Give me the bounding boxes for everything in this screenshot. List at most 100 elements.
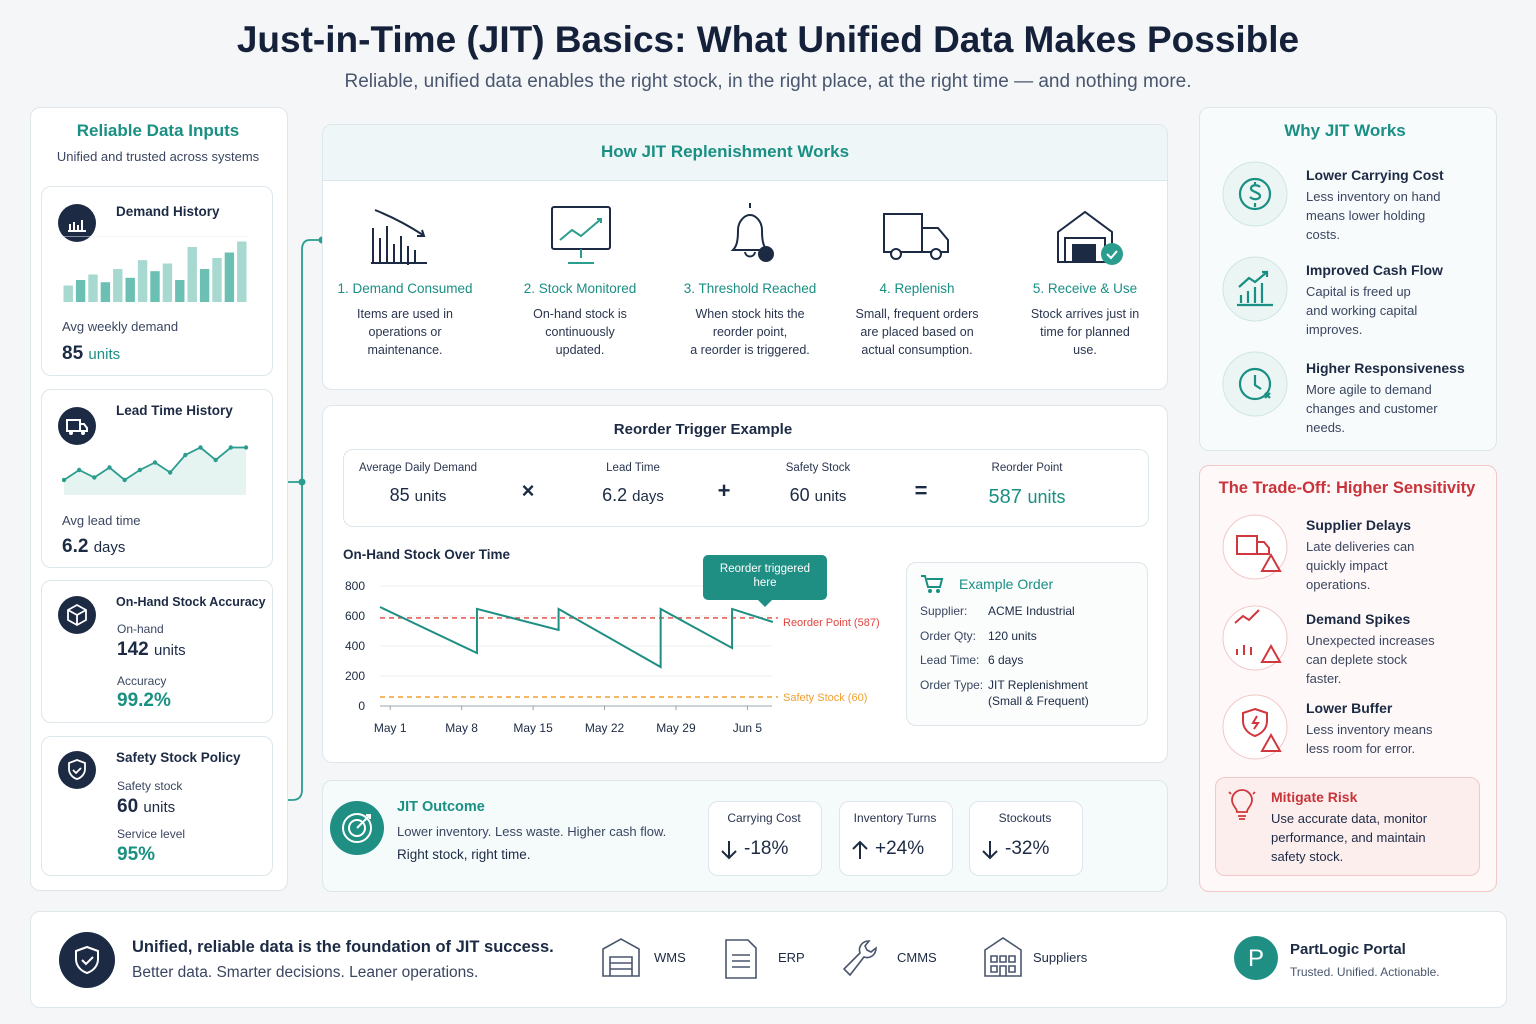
panel-header (323, 125, 1167, 181)
bar (199, 269, 210, 302)
order-value: ACME Industrial (988, 604, 1075, 618)
term-value: 6.2 days (602, 485, 664, 507)
order-value: JIT Replenishment (988, 677, 1088, 692)
order-label: Lead Time: (920, 653, 980, 667)
why-icons (1222, 161, 1288, 417)
unit: days (93, 539, 126, 556)
item-desc: Less inventory on hand (1306, 189, 1441, 204)
order-box (906, 562, 1148, 726)
heading: Reliable Data Inputs (76, 121, 240, 140)
formula (343, 449, 1149, 527)
term-unit: units (1027, 487, 1066, 507)
label: Safety stock (117, 779, 183, 793)
number: 6.2 (62, 536, 89, 557)
annotation-pointer (757, 599, 773, 607)
item-desc: Less inventory means (1306, 722, 1433, 737)
footer-subtitle: Better data. Smarter decisions. Leaner o… (132, 964, 479, 981)
label: Accuracy (117, 674, 167, 688)
metric-label: Stockouts (998, 811, 1052, 825)
unit: units (143, 799, 176, 816)
metric-box (969, 801, 1083, 876)
bar (162, 263, 173, 302)
outcome-title: JIT Outcome (397, 799, 485, 815)
card-title: On-Hand Stock Accuracy (116, 595, 266, 609)
item-desc: changes and customer (1306, 401, 1438, 416)
item-title: Improved Cash Flow (1306, 262, 1443, 278)
stock-chart: 0 200 400 600 800 May 1 May 8 May 15 May 22 May 2… (345, 579, 880, 735)
arrow (982, 841, 998, 860)
system-label: CMMS (897, 950, 937, 965)
bar (113, 269, 123, 302)
point (167, 470, 173, 475)
value: 85 units (62, 343, 120, 366)
step-title: 1. Demand Consumed (337, 281, 473, 296)
heading: How JIT Replenishment Works (600, 142, 850, 161)
area (64, 447, 246, 495)
reference-label: Reorder Point (587) (783, 617, 880, 629)
annotation: Reorder triggered here (703, 555, 827, 600)
order-value: 6 days (988, 653, 1024, 667)
unit: units (153, 642, 186, 659)
item-title: Higher Responsiveness (1306, 360, 1465, 376)
portal-tagline: Trusted. Unified. Actionable. (1290, 965, 1440, 979)
value: 6.2 days (62, 536, 125, 559)
point (243, 445, 248, 450)
metric-arrow (721, 841, 737, 860)
term-label: Average Daily Demand (358, 462, 478, 474)
lead-chart (62, 445, 248, 495)
metric-box (839, 801, 953, 876)
item-title: Supplier Delays (1306, 517, 1412, 533)
bar (137, 260, 148, 302)
step-icons (371, 203, 1123, 265)
point (198, 445, 203, 450)
label: Avg weekly demand (62, 319, 179, 334)
mitigate-box (1215, 777, 1480, 876)
operator: × (521, 478, 535, 503)
item-desc: Capital is freed up (1306, 284, 1411, 299)
arrow (721, 841, 737, 860)
portal-logo: P (1234, 936, 1278, 980)
step-desc: reorder point, (712, 325, 788, 339)
step-desc: maintenance. (367, 343, 443, 357)
metric-arrow (852, 840, 868, 859)
point (137, 467, 143, 473)
step-title: 3. Threshold Reached (683, 281, 817, 296)
reference-label: Safety Stock (60) (783, 692, 867, 704)
term-value: 85 units (390, 485, 447, 507)
point (76, 467, 82, 473)
step-title: 4. Replenish (879, 281, 955, 296)
item-title: Lower Buffer (1306, 700, 1393, 716)
item-title: Lower Carrying Cost (1306, 167, 1444, 183)
step-title: 2. Stock Monitored (523, 281, 637, 296)
stock-line (379, 606, 774, 669)
order-value: 120 units (988, 628, 1037, 643)
x-tick-label: May 22 (585, 721, 625, 735)
value: 99.2% (117, 690, 171, 711)
item-desc: Late deliveries can (1306, 539, 1415, 554)
term-label: Reorder Point (991, 462, 1063, 474)
chart-title: On-Hand Stock Over Time (343, 547, 511, 562)
number: 85 (62, 343, 84, 364)
step-desc: are placed based on (860, 325, 974, 339)
point (62, 477, 67, 483)
item-desc: improves. (1306, 322, 1363, 337)
step-desc: On-hand stock is (533, 307, 627, 321)
step-desc: Small, frequent orders (855, 307, 979, 321)
value: 95% (117, 844, 156, 865)
point (228, 445, 234, 450)
system-label: WMS (654, 950, 686, 965)
step-desc: Stock arrives just in (1030, 307, 1140, 321)
order-label: Order Qty: (920, 628, 977, 643)
metric-box (708, 801, 822, 876)
icon (58, 204, 96, 242)
step-desc: operations or (368, 325, 442, 339)
x-tick-label: May 15 (513, 721, 553, 735)
system-label: Suppliers (1033, 950, 1088, 965)
step-title: 5. Receive & Use (1032, 281, 1138, 296)
y-tick-label: 200 (345, 669, 365, 683)
x-tick-label: Jun 5 (733, 721, 763, 735)
card-title: Lead Time History (116, 403, 233, 418)
x-tick-label: May 1 (374, 721, 407, 735)
term-number: 6.2 (602, 485, 628, 505)
metric-value: +24% (875, 838, 925, 859)
